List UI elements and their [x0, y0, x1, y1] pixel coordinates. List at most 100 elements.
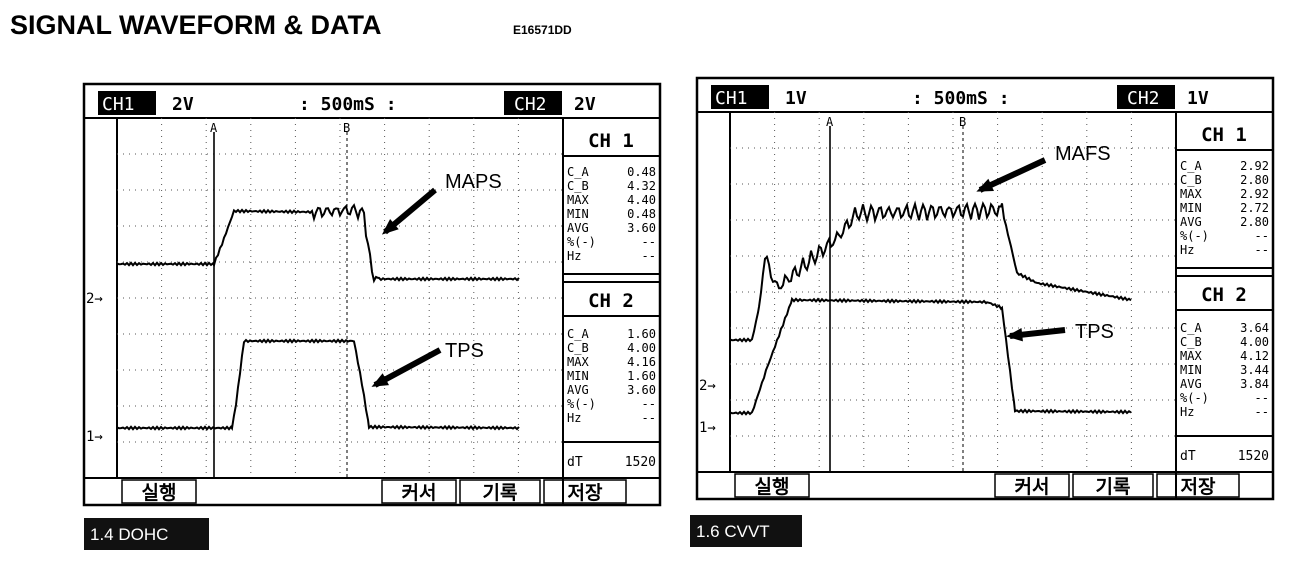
annotation: TPS [1075, 321, 1114, 343]
button[interactable] [1072, 473, 1154, 498]
reading-value: -- [642, 235, 656, 249]
reading-label: C_B [567, 341, 589, 355]
reading-label: MAX [567, 193, 589, 207]
reading-label: MIN [1180, 201, 1202, 215]
button[interactable] [1156, 473, 1240, 498]
ch2-scale: 1V [1187, 88, 1209, 109]
reading-label: Hz [1180, 405, 1194, 419]
channel-title-box [562, 117, 661, 157]
reading-label: MIN [567, 207, 589, 221]
reading-label: Hz [567, 249, 581, 263]
reading-value: 4.00 [627, 341, 656, 355]
waveform [116, 203, 520, 284]
reading-label: C_B [1180, 335, 1202, 349]
reading-value: -- [1255, 405, 1269, 419]
button-label: 커서 [402, 482, 437, 504]
ch1-tag [98, 91, 156, 115]
reading-value: 2.80 [1240, 173, 1269, 187]
dt-value: 1520 [1238, 449, 1269, 464]
waveform [729, 200, 1132, 343]
reading-value: 3.44 [1240, 363, 1269, 377]
reading-value: 3.60 [627, 221, 656, 235]
scope-screen: CH1 2V: 500mS : CH2 2V A B 2→ 1→ MAPS TPS CH 1 C_A 0… [82, 82, 662, 507]
reading-label: AVG [1180, 377, 1202, 391]
channel-marker: 1→ [86, 429, 103, 445]
reading-label: MIN [1180, 363, 1202, 377]
button[interactable] [121, 479, 197, 504]
caption: 1.6 CVVT [696, 522, 770, 541]
reading-label: C_A [567, 165, 589, 179]
reading-label: AVG [1180, 215, 1202, 229]
reading-label: MAX [1180, 187, 1202, 201]
reading-value: 0.48 [627, 207, 656, 221]
button[interactable] [381, 479, 457, 504]
channel-title: CH 1 [588, 130, 634, 152]
annotation: TPS [445, 340, 484, 362]
reading-value: 0.48 [627, 165, 656, 179]
reading-label: MAX [1180, 349, 1202, 363]
caption-box [84, 518, 209, 550]
button-label: 실행 [142, 482, 177, 504]
dt-label: dT [567, 455, 583, 470]
reading-label: %(-) [1180, 391, 1209, 405]
figure-code: E16571DD [513, 23, 572, 37]
channel-title: CH 2 [588, 290, 634, 312]
dt-label: dT [1180, 449, 1196, 464]
button-label: 실행 [755, 476, 790, 498]
button-label: 저장 [568, 482, 603, 504]
annotation: MAFS [1055, 143, 1111, 165]
reading-label: C_A [1180, 321, 1202, 335]
reading-label: C_B [567, 179, 589, 193]
channel-title-box [562, 281, 661, 317]
ch1-label: CH1 [102, 94, 135, 115]
annotation-arrow [373, 347, 442, 388]
reading-value: 3.84 [1240, 377, 1269, 391]
channel-title: CH 2 [1201, 284, 1247, 306]
reading-value: 2.92 [1240, 187, 1269, 201]
ch2-label: CH2 [514, 94, 547, 115]
reading-value: -- [1255, 229, 1269, 243]
reading-label: C_A [567, 327, 589, 341]
reading-value: 4.32 [627, 179, 656, 193]
reading-label: %(-) [567, 235, 596, 249]
reading-value: -- [642, 411, 656, 425]
channel-title-box [1175, 275, 1274, 311]
reading-value: 2.80 [1240, 215, 1269, 229]
reading-value: 3.60 [627, 383, 656, 397]
button[interactable] [994, 473, 1070, 498]
waveform [729, 296, 1132, 416]
button-label: 커서 [1015, 476, 1050, 498]
dt-value: 1520 [625, 455, 656, 470]
caption: 1.4 DOHC [90, 525, 168, 544]
reading-value: 4.00 [1240, 335, 1269, 349]
reading-label: Hz [567, 411, 581, 425]
reading-value: -- [1255, 243, 1269, 257]
channel-title-box [1175, 111, 1274, 151]
button[interactable] [459, 479, 541, 504]
arrow-head [381, 218, 399, 235]
button[interactable] [543, 479, 627, 504]
ch1-scale: 1V [785, 88, 807, 109]
ch2-label: CH2 [1127, 88, 1160, 109]
arrow-head [1006, 327, 1023, 342]
caption-box [690, 515, 802, 547]
ch1-scale: 2V [172, 94, 194, 115]
annotation: MAPS [445, 171, 502, 193]
button-label: 저장 [1181, 476, 1216, 498]
button[interactable] [734, 473, 810, 498]
ch2-tag [1117, 85, 1175, 109]
timebase: : 500mS : [912, 88, 1010, 109]
cursor-label: A [210, 121, 218, 135]
reading-label: AVG [567, 383, 589, 397]
button-label: 기록 [483, 482, 518, 504]
arrow-head [371, 373, 389, 387]
channel-marker: 2→ [699, 378, 716, 394]
reading-value: -- [642, 249, 656, 263]
cursor-label: B [959, 115, 966, 129]
reading-label: Hz [1180, 243, 1194, 257]
reading-value: 1.60 [627, 327, 656, 341]
timebase: : 500mS : [299, 94, 397, 115]
cursor-label: A [826, 115, 834, 129]
reading-value: -- [1255, 391, 1269, 405]
